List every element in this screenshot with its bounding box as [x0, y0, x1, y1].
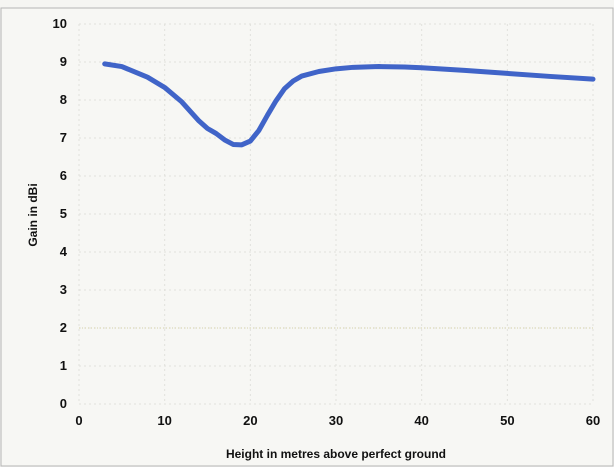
y-tick-label: 8 [60, 92, 67, 107]
chart-frame [0, 7, 614, 467]
y-tick-label: 7 [60, 130, 67, 145]
x-tick-label: 60 [586, 413, 600, 428]
y-tick-label: 5 [60, 206, 67, 221]
y-axis-title: Gain in dBi [26, 183, 40, 246]
y-tick-label: 6 [60, 168, 67, 183]
x-axis-ticks: 0 10 20 30 40 50 60 [75, 413, 600, 428]
x-tick-label: 50 [500, 413, 514, 428]
y-tick-label: 10 [53, 16, 67, 31]
y-tick-label: 9 [60, 54, 67, 69]
x-tick-label: 10 [157, 413, 171, 428]
x-tick-label: 20 [243, 413, 257, 428]
series-layer [102, 61, 596, 148]
grid-layer [78, 23, 594, 405]
x-tick-label: 40 [414, 413, 428, 428]
x-tick-label: 30 [329, 413, 343, 428]
gain-series-line [102, 61, 596, 148]
y-tick-label: 2 [60, 320, 67, 335]
y-tick-label: 0 [60, 396, 67, 411]
y-axis-ticks: 0 1 2 3 4 5 6 7 8 9 10 [53, 16, 68, 411]
y-tick-label: 4 [60, 244, 68, 259]
x-axis-title: Height in metres above perfect ground [226, 447, 446, 461]
y-tick-label: 1 [60, 358, 67, 373]
y-tick-label: 3 [60, 282, 67, 297]
x-tick-label: 0 [75, 413, 82, 428]
